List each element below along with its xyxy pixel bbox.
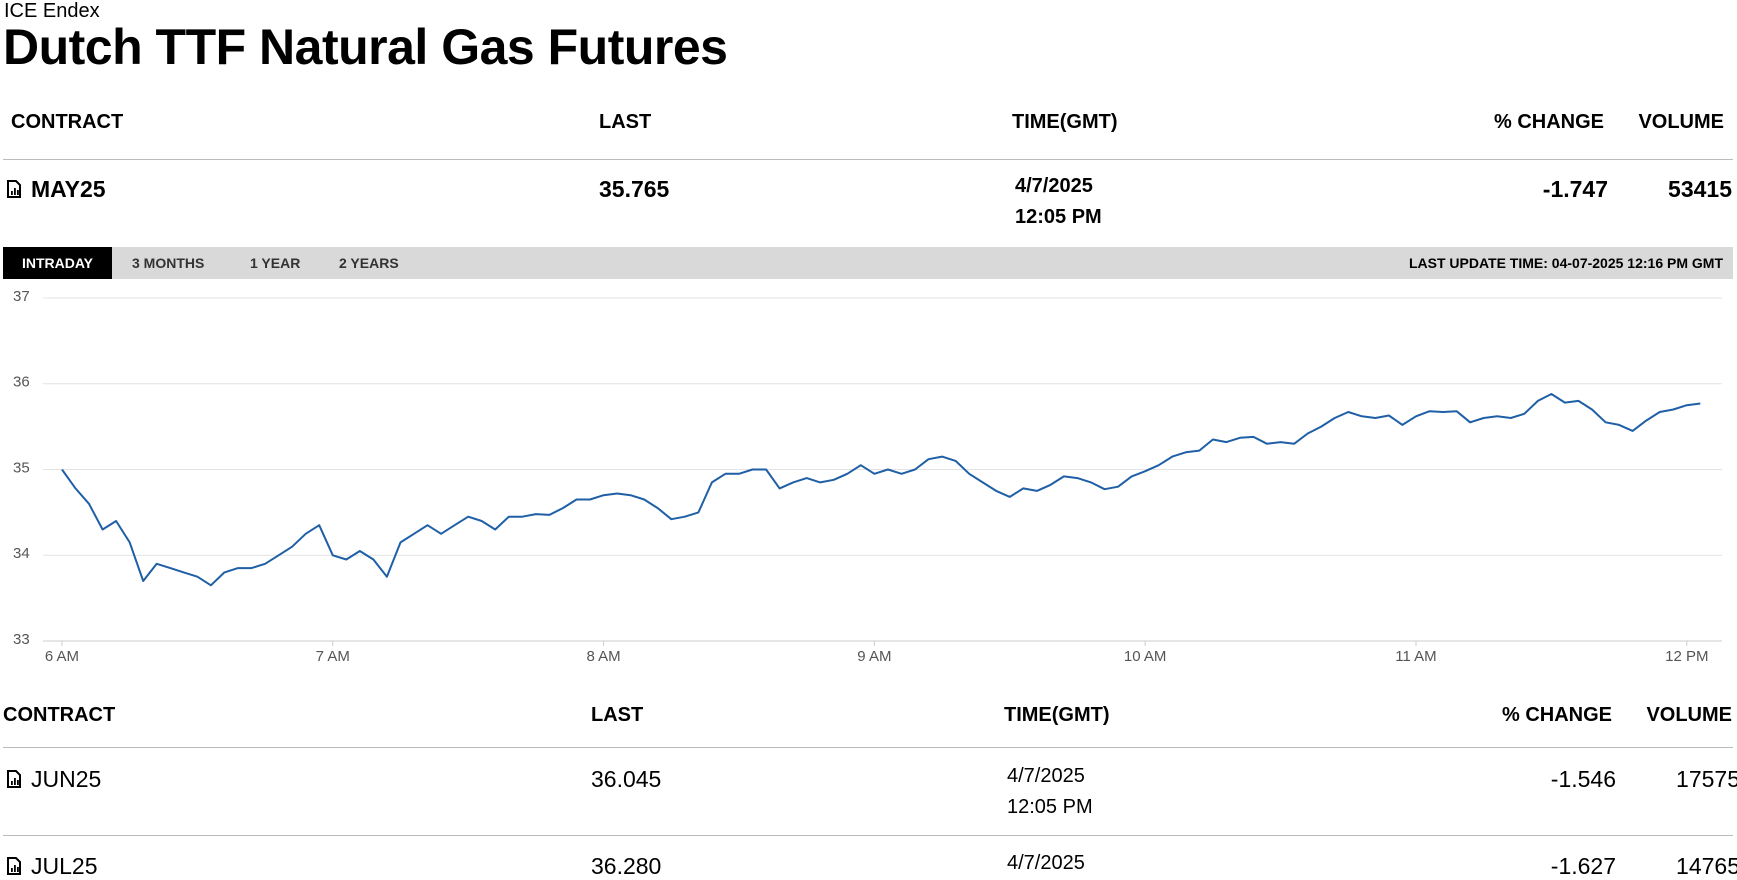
x-tick-label: 9 AM: [857, 648, 891, 665]
date: 4/7/2025: [1007, 765, 1085, 787]
time: 12:05 PM: [1007, 796, 1093, 818]
chart: 33 34 35 36 37 6 AM 7 AM 8 AM 9 AM 10 AM 11 AM 12 P…: [13, 288, 1722, 665]
x-tick-label: 7 AM: [316, 648, 350, 665]
column-header: VOLUME: [1638, 111, 1724, 133]
x-tick-label: 12 PM: [1665, 648, 1708, 665]
x-tick-label: 11 AM: [1395, 648, 1436, 665]
date: 4/7/2025: [1015, 175, 1093, 197]
contract[interactable]: JUL25: [31, 853, 98, 879]
column-header: CONTRACT: [11, 111, 124, 133]
column-header: TIME(GMT): [1012, 111, 1118, 133]
y-tick-label: 37: [13, 288, 30, 305]
column-header: LAST: [591, 704, 644, 726]
volume: 17575: [1676, 766, 1737, 792]
column-header: % CHANGE: [1501, 704, 1612, 726]
last: 36.045: [591, 766, 662, 792]
column-header: LAST: [599, 111, 652, 133]
percent-change: -1.546: [1550, 766, 1616, 792]
percent-change: -1.627: [1550, 853, 1616, 879]
y-tick-label: 35: [13, 459, 30, 476]
tab-bar: INTRADAY 3 MONTHS 1 YEAR 2 YEARS LAST UP…: [3, 247, 1733, 279]
date: 4/7/2025: [1007, 852, 1085, 874]
column-header: CONTRACT: [3, 704, 116, 726]
last-update: LAST UPDATE TIME: 04-07-2025 12:16 PM GM…: [1408, 255, 1723, 271]
divider: [3, 835, 1733, 836]
divider: [3, 159, 1733, 160]
price-line: [61, 393, 1701, 587]
last: 36.280: [591, 853, 662, 879]
contract[interactable]: MAY25: [31, 176, 106, 202]
chart-icon[interactable]: [6, 770, 22, 788]
tab[interactable]: 2 YEARS: [339, 255, 399, 271]
x-tick-label: 10 AM: [1124, 648, 1167, 665]
x-tick-label: 8 AM: [586, 648, 620, 665]
tab[interactable]: 3 MONTHS: [132, 255, 205, 271]
chart-icon[interactable]: [6, 857, 22, 875]
y-tick-label: 33: [13, 631, 30, 648]
percent-change: -1.747: [1542, 176, 1608, 202]
last: 35.765: [599, 176, 670, 202]
tab[interactable]: INTRADAY: [3, 247, 112, 279]
volume: 14765: [1676, 853, 1737, 879]
y-tick-label: 36: [13, 374, 30, 391]
y-tick-label: 34: [13, 545, 30, 562]
column-header: VOLUME: [1646, 704, 1732, 726]
time: 12:05 PM: [1015, 206, 1102, 228]
divider: [3, 747, 1733, 748]
column-header: % CHANGE: [1493, 111, 1604, 133]
tab[interactable]: 1 YEAR: [250, 255, 301, 271]
page-title: Dutch TTF Natural Gas Futures: [3, 19, 728, 75]
contract[interactable]: JUN25: [31, 766, 102, 792]
volume: 53415: [1668, 176, 1732, 202]
column-header: TIME(GMT): [1004, 704, 1110, 726]
exchange: ICE Endex: [4, 0, 100, 22]
chart-icon[interactable]: [6, 180, 22, 198]
x-tick-label: 6 AM: [45, 648, 79, 665]
